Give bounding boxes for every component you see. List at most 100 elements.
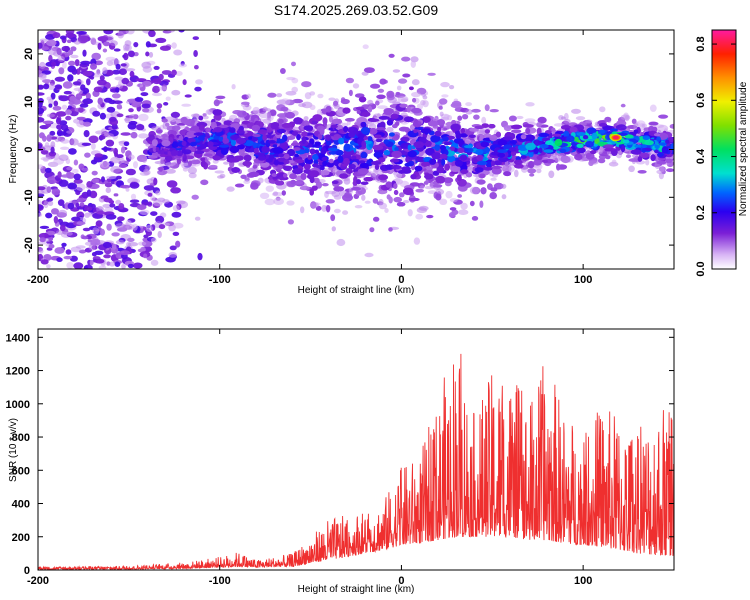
heatmap-cell (181, 103, 192, 107)
heatmap-cell (142, 108, 150, 113)
heatmap-cell (417, 151, 424, 157)
heatmap-cell (280, 106, 289, 112)
heatmap-cell (90, 159, 98, 165)
heatmap-cell (333, 186, 345, 192)
heatmap-cell (114, 261, 121, 268)
heatmap-cell (143, 253, 148, 259)
heatmap-cell (62, 81, 73, 89)
heatmap-cell (213, 99, 220, 107)
heatmap-cell (127, 237, 135, 242)
heatmap-cell (340, 98, 350, 105)
heatmap-cell (159, 45, 171, 51)
heatmap-cell (628, 158, 639, 162)
heatmap-cell (163, 102, 169, 106)
heatmap-cell (80, 84, 86, 91)
heatmap-cell (309, 104, 316, 111)
heatmap-cell (231, 167, 241, 173)
heatmap-cell (123, 52, 129, 61)
heatmap-cell (632, 153, 638, 158)
heatmap-cell (360, 151, 368, 159)
heatmap-cell (80, 60, 91, 65)
heatmap-cell (188, 172, 197, 179)
heatmap-cell (172, 222, 184, 229)
heatmap-cell (439, 198, 448, 205)
heatmap-cell (38, 107, 45, 115)
heatmap-cell (331, 226, 336, 232)
heatmap-cell (171, 69, 177, 76)
heatmap-cell (194, 216, 201, 221)
heatmap-cell (605, 155, 611, 160)
heatmap-cell (414, 165, 423, 172)
heatmap-cell (61, 242, 67, 247)
heatmap-cell (155, 190, 161, 196)
heatmap-cell (108, 99, 117, 105)
heatmap-cell (48, 244, 55, 249)
heatmap-cell (55, 230, 64, 235)
heatmap-cell (63, 255, 73, 260)
heatmap-cell (150, 259, 159, 266)
heatmap-cell (476, 129, 487, 136)
heatmap-cell (121, 77, 130, 85)
heatmap-cell (88, 244, 96, 251)
heatmap-cell (103, 30, 114, 35)
heatmap-cell (66, 130, 73, 134)
heatmap-cell (332, 168, 338, 173)
heatmap-cell (301, 81, 312, 88)
heatmap-cell (348, 89, 353, 97)
heatmap-cell (645, 159, 650, 166)
heatmap-cell (48, 151, 57, 157)
heatmap-cell (585, 152, 595, 160)
heatmap-cell (151, 92, 163, 97)
heatmap-cell (143, 170, 151, 175)
heatmap-cell (409, 86, 414, 91)
heatmap-cell (62, 61, 67, 69)
heatmap-cell (264, 198, 276, 206)
heatmap-cell (194, 86, 202, 92)
heatmap-cell (303, 116, 309, 121)
heatmap-cell (226, 186, 235, 192)
heatmap-cell (537, 116, 547, 124)
heatmap-cell (325, 190, 337, 195)
heatmap-cell (73, 173, 82, 181)
heatmap-cell (53, 100, 59, 107)
heatmap-cell (147, 192, 153, 197)
heatmap-cell (354, 205, 363, 209)
heatmap-cell (411, 79, 420, 86)
heatmap-cell (491, 165, 502, 170)
heatmap-cell (571, 108, 581, 114)
heatmap-cell (320, 165, 325, 171)
heatmap-cell (375, 138, 383, 143)
heatmap-cell (469, 200, 475, 207)
heatmap-cell (60, 139, 70, 144)
heatmap-cell (67, 202, 75, 210)
heatmap-cell (75, 202, 80, 208)
heatmap-cell (502, 166, 509, 172)
heatmap-cell (265, 185, 274, 192)
heatmap-cell (533, 159, 542, 166)
heatmap-cell (127, 50, 135, 58)
heatmap-cell (304, 92, 312, 100)
heatmap-cell (115, 87, 120, 93)
heatmap-cell (536, 122, 542, 128)
heatmap-cell (167, 30, 175, 33)
heatmap-cell (276, 93, 283, 98)
heatmap-cell (658, 114, 669, 119)
heatmap-cell (104, 182, 113, 188)
heatmap-cell (312, 114, 323, 122)
heatmap-cell (66, 172, 76, 179)
heatmap-cell (159, 163, 165, 167)
heatmap-cell (120, 146, 126, 154)
heatmap-cell (86, 189, 92, 197)
heatmap-cell (441, 94, 449, 98)
heatmap-cell (115, 175, 122, 180)
heatmap-cell (148, 30, 156, 38)
heatmap-cell (118, 203, 125, 210)
heatmap-cell (85, 92, 91, 100)
heatmap-cell (311, 120, 318, 125)
heatmap-cell (148, 51, 154, 58)
heatmap-cell (115, 199, 122, 205)
heatmap-cell (215, 95, 226, 100)
heatmap-cell (83, 206, 93, 212)
heatmap-cell (192, 113, 201, 121)
